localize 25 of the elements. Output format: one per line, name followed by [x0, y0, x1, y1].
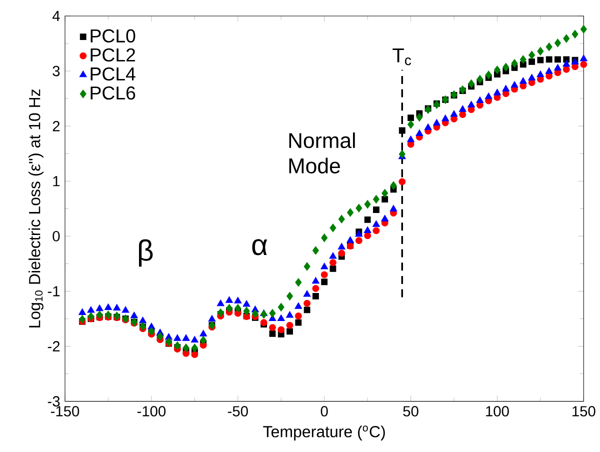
- x-tick-label: -100: [137, 406, 166, 416]
- annotation: Normal Mode: [289, 132, 355, 174]
- x-tick-label: -50: [228, 406, 248, 416]
- y-tick-label: 3: [52, 66, 60, 76]
- annotation: β: [138, 239, 153, 267]
- y-tick-label: -2: [48, 341, 60, 352]
- y-tick-label: -1: [48, 286, 60, 296]
- legend-label: PCL2: [90, 48, 135, 62]
- y-axis-title: Log$_{10}$ Dielectric Loss (ε'') at 10 Hz: [28, 89, 44, 328]
- y-tick-label: 0: [52, 231, 60, 242]
- x-tick-label: 50: [403, 406, 418, 416]
- x-tick-label: 150: [572, 406, 596, 416]
- y-tick-label: -3: [48, 396, 60, 407]
- x-tick-label: 0: [320, 406, 328, 416]
- y-tick-label: 2: [52, 120, 60, 132]
- ref-line-label: T$_{c}$: [392, 48, 412, 66]
- x-axis-title: Temperature ($^{o}$C): [263, 426, 385, 440]
- legend-label: PCL0: [90, 29, 136, 43]
- legend-label: PCL6: [90, 86, 136, 100]
- legend-label: PCL4: [90, 67, 136, 81]
- y-tick-label: 4: [52, 10, 60, 22]
- annotation: α: [252, 239, 268, 256]
- y-tick-label: 1: [53, 176, 60, 186]
- x-tick-label: 100: [486, 406, 509, 416]
- x-tick-label: -150: [50, 406, 80, 416]
